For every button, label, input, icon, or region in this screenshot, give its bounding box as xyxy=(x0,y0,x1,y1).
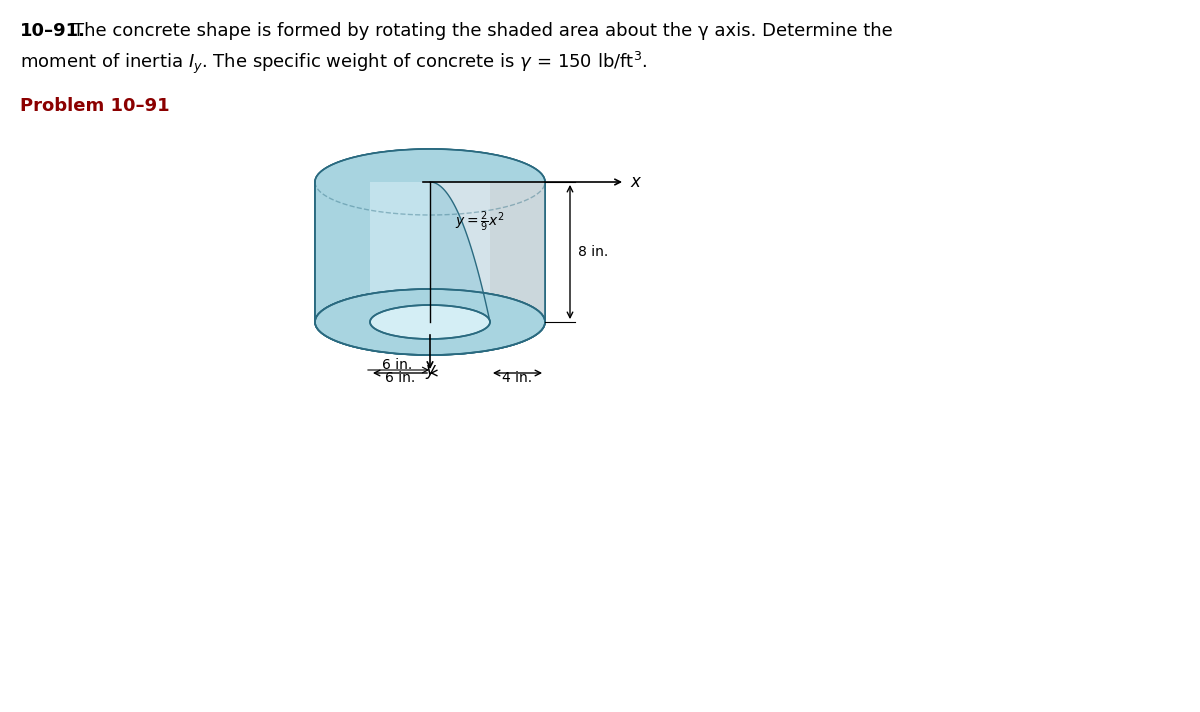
Text: x: x xyxy=(630,173,640,191)
Text: $y=\frac{2}{9}x^2$: $y=\frac{2}{9}x^2$ xyxy=(455,210,504,234)
Ellipse shape xyxy=(370,305,490,339)
Ellipse shape xyxy=(370,305,490,339)
Text: Problem 10–91: Problem 10–91 xyxy=(20,97,169,115)
Text: 6 in.: 6 in. xyxy=(385,371,415,385)
Polygon shape xyxy=(370,182,490,322)
Text: 6 in.: 6 in. xyxy=(382,358,412,372)
Ellipse shape xyxy=(314,289,545,355)
Text: y: y xyxy=(425,361,434,379)
Text: moment of inertia $I_y$. The specific weight of concrete is $\gamma$ = 150 lb/ft: moment of inertia $I_y$. The specific we… xyxy=(20,50,648,76)
Polygon shape xyxy=(430,182,545,322)
Text: 4 in.: 4 in. xyxy=(503,371,533,385)
Text: 8 in.: 8 in. xyxy=(578,245,608,259)
Polygon shape xyxy=(430,182,490,322)
Text: 10–91.: 10–91. xyxy=(20,22,86,40)
Polygon shape xyxy=(314,182,545,355)
Text: The concrete shape is formed by rotating the shaded area about the γ axis. Deter: The concrete shape is formed by rotating… xyxy=(73,22,893,40)
Polygon shape xyxy=(314,149,545,322)
Ellipse shape xyxy=(314,289,545,355)
Ellipse shape xyxy=(314,149,545,215)
